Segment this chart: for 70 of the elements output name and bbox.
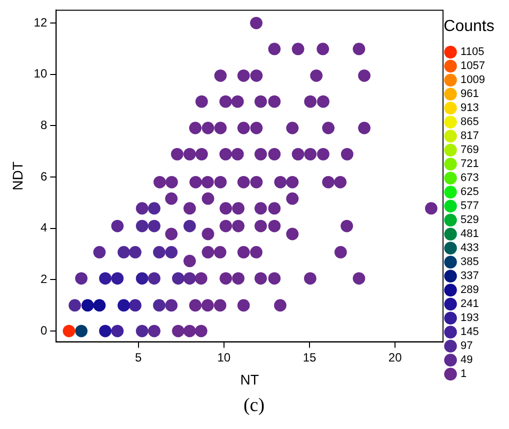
point	[148, 220, 160, 232]
legend-label: 337	[460, 270, 479, 282]
point	[93, 246, 106, 258]
point	[183, 220, 196, 232]
point	[148, 324, 160, 338]
point	[136, 272, 148, 285]
x-tick-label: 10	[217, 350, 231, 364]
legend-label: 913	[460, 102, 479, 114]
point	[118, 299, 130, 312]
legend-label: 577	[460, 200, 479, 212]
y-tick-label: 0	[40, 323, 48, 338]
point	[136, 220, 148, 232]
point	[111, 272, 124, 285]
point	[118, 246, 130, 258]
point	[99, 272, 112, 285]
y-axis-title: NDT	[9, 161, 26, 190]
legend-label: 817	[460, 130, 479, 142]
point	[165, 246, 178, 258]
point	[165, 299, 178, 312]
point	[172, 272, 184, 285]
legend-label: 289	[460, 284, 479, 296]
legend-label: 145	[460, 326, 479, 338]
point	[62, 324, 76, 338]
y-tick-label: 4	[40, 220, 48, 235]
legend-label: 97	[460, 340, 473, 352]
point	[111, 220, 124, 232]
x-tick-label: 20	[388, 350, 402, 364]
point	[111, 324, 124, 338]
y-tick-label: 8	[40, 118, 48, 132]
legend-label: 49	[460, 354, 473, 366]
point	[148, 272, 160, 285]
point	[129, 299, 142, 312]
x-tick-label: 15	[302, 350, 316, 364]
y-tick-label: 10	[34, 66, 48, 81]
y-tick-label: 2	[40, 272, 48, 286]
point	[68, 299, 82, 312]
legend-label: 1105	[460, 46, 484, 58]
y-tick-label: 6	[40, 169, 48, 184]
x-axis-title: NT	[240, 371, 260, 388]
legend-label: 433	[460, 242, 479, 254]
legend-label: 769	[460, 144, 479, 156]
legend-label: 673	[460, 172, 479, 184]
legend-label: 721	[460, 158, 479, 170]
point	[99, 324, 112, 338]
legend-label: 241	[460, 298, 479, 310]
point	[148, 202, 160, 215]
legend-label: 529	[460, 214, 479, 226]
text: (c)	[243, 394, 265, 416]
legend-label: 625	[460, 186, 479, 198]
legend-title: Counts	[444, 18, 494, 35]
point	[183, 272, 196, 285]
legend-label: 1	[460, 368, 467, 380]
y-tick-label: 12	[34, 15, 48, 30]
point	[153, 299, 166, 312]
point	[129, 246, 142, 258]
x-tick-label: 5	[134, 350, 142, 364]
point	[75, 272, 88, 285]
legend-label: 961	[460, 88, 479, 100]
point	[75, 324, 88, 338]
point	[81, 299, 94, 312]
point	[93, 299, 106, 312]
point	[153, 246, 166, 258]
legend-label: 385	[460, 256, 479, 268]
point	[136, 202, 148, 215]
legend-label: 1009	[460, 74, 486, 86]
legend-label: 193	[460, 312, 479, 324]
legend-label: 1057	[460, 60, 486, 72]
legend-label: 865	[460, 116, 479, 128]
point	[136, 324, 148, 338]
legend-label: 481	[460, 228, 479, 240]
